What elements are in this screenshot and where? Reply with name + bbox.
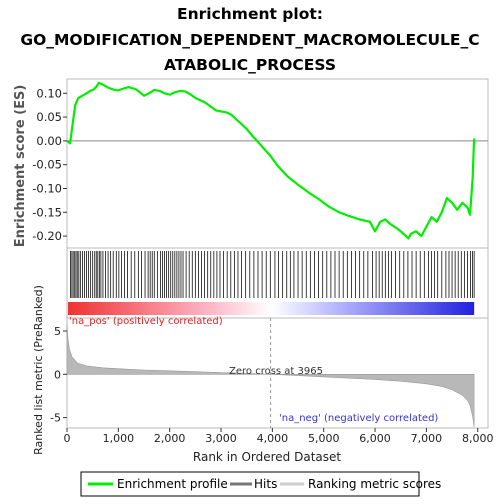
x-tick-label: 2,000	[154, 432, 186, 445]
chart-title-line-3: ATABOLIC_PROCESS	[164, 56, 336, 74]
ranked-y-tick-label: 0	[54, 368, 61, 381]
legend-label-ranking: Ranking metric scores	[308, 477, 441, 491]
x-tick-label: 8,000	[462, 432, 494, 445]
zero-cross-label: Zero cross at 3965	[229, 366, 323, 377]
rank-color-bar	[68, 302, 475, 315]
ranked-y-tick-label: -5	[50, 412, 61, 425]
legend-label-enrichment: Enrichment profile	[117, 477, 228, 491]
es-y-tick-label: -0.15	[32, 205, 62, 219]
enrichment-profile-line	[66, 81, 476, 240]
ranked-panel: 50-50 1,000 2,000 3,000 4,000 5,000 6,000 7,000…	[50, 317, 494, 445]
x-tick-label: 4,000	[257, 432, 289, 445]
ranked-y-axis-label: Ranked list metric (PreRanked)	[32, 285, 45, 455]
legend-label-hits: Hits	[254, 477, 277, 491]
ranked-y-tick-label: 5	[54, 325, 61, 338]
hits-panel	[66, 247, 489, 319]
legend: Enrichment profile Hits Ranking metric s…	[80, 471, 441, 497]
ranking-metric-area	[66, 324, 475, 428]
pos-correlated-label: 'na_pos' (positively correlated)	[69, 316, 223, 327]
x-tick-label: 3,000	[205, 432, 237, 445]
es-y-tick-label: -0.10	[32, 181, 62, 195]
es-y-axis-label: Enrichment score (ES)	[13, 85, 28, 248]
x-tick-label: 0	[64, 432, 71, 445]
es-y-tick-label: 0.05	[36, 110, 62, 124]
es-y-tick-label: -0.05	[32, 158, 62, 172]
es-panel-frame	[66, 78, 489, 249]
x-axis-label: Rank in Ordered Dataset	[193, 450, 341, 464]
neg-correlated-label: 'na_neg' (negatively correlated)	[279, 413, 438, 424]
es-y-tick-label: 0.10	[36, 86, 62, 100]
x-tick-label: 6,000	[359, 432, 391, 445]
x-tick-label: 1,000	[103, 432, 135, 445]
chart-title-line-1: Enrichment plot:	[177, 5, 323, 23]
es-y-tick-label: -0.20	[32, 229, 62, 243]
es-y-tick-label: 0.00	[36, 134, 62, 148]
es-panel: 0.10 0.05 0.00 -0.05 -0.10 -0.15 -0.20	[32, 78, 489, 249]
chart-title-line-2: GO_MODIFICATION_DEPENDENT_MACROMOLECULE_…	[20, 31, 479, 49]
x-tick-label: 7,000	[411, 432, 443, 445]
x-tick-label: 5,000	[308, 432, 340, 445]
